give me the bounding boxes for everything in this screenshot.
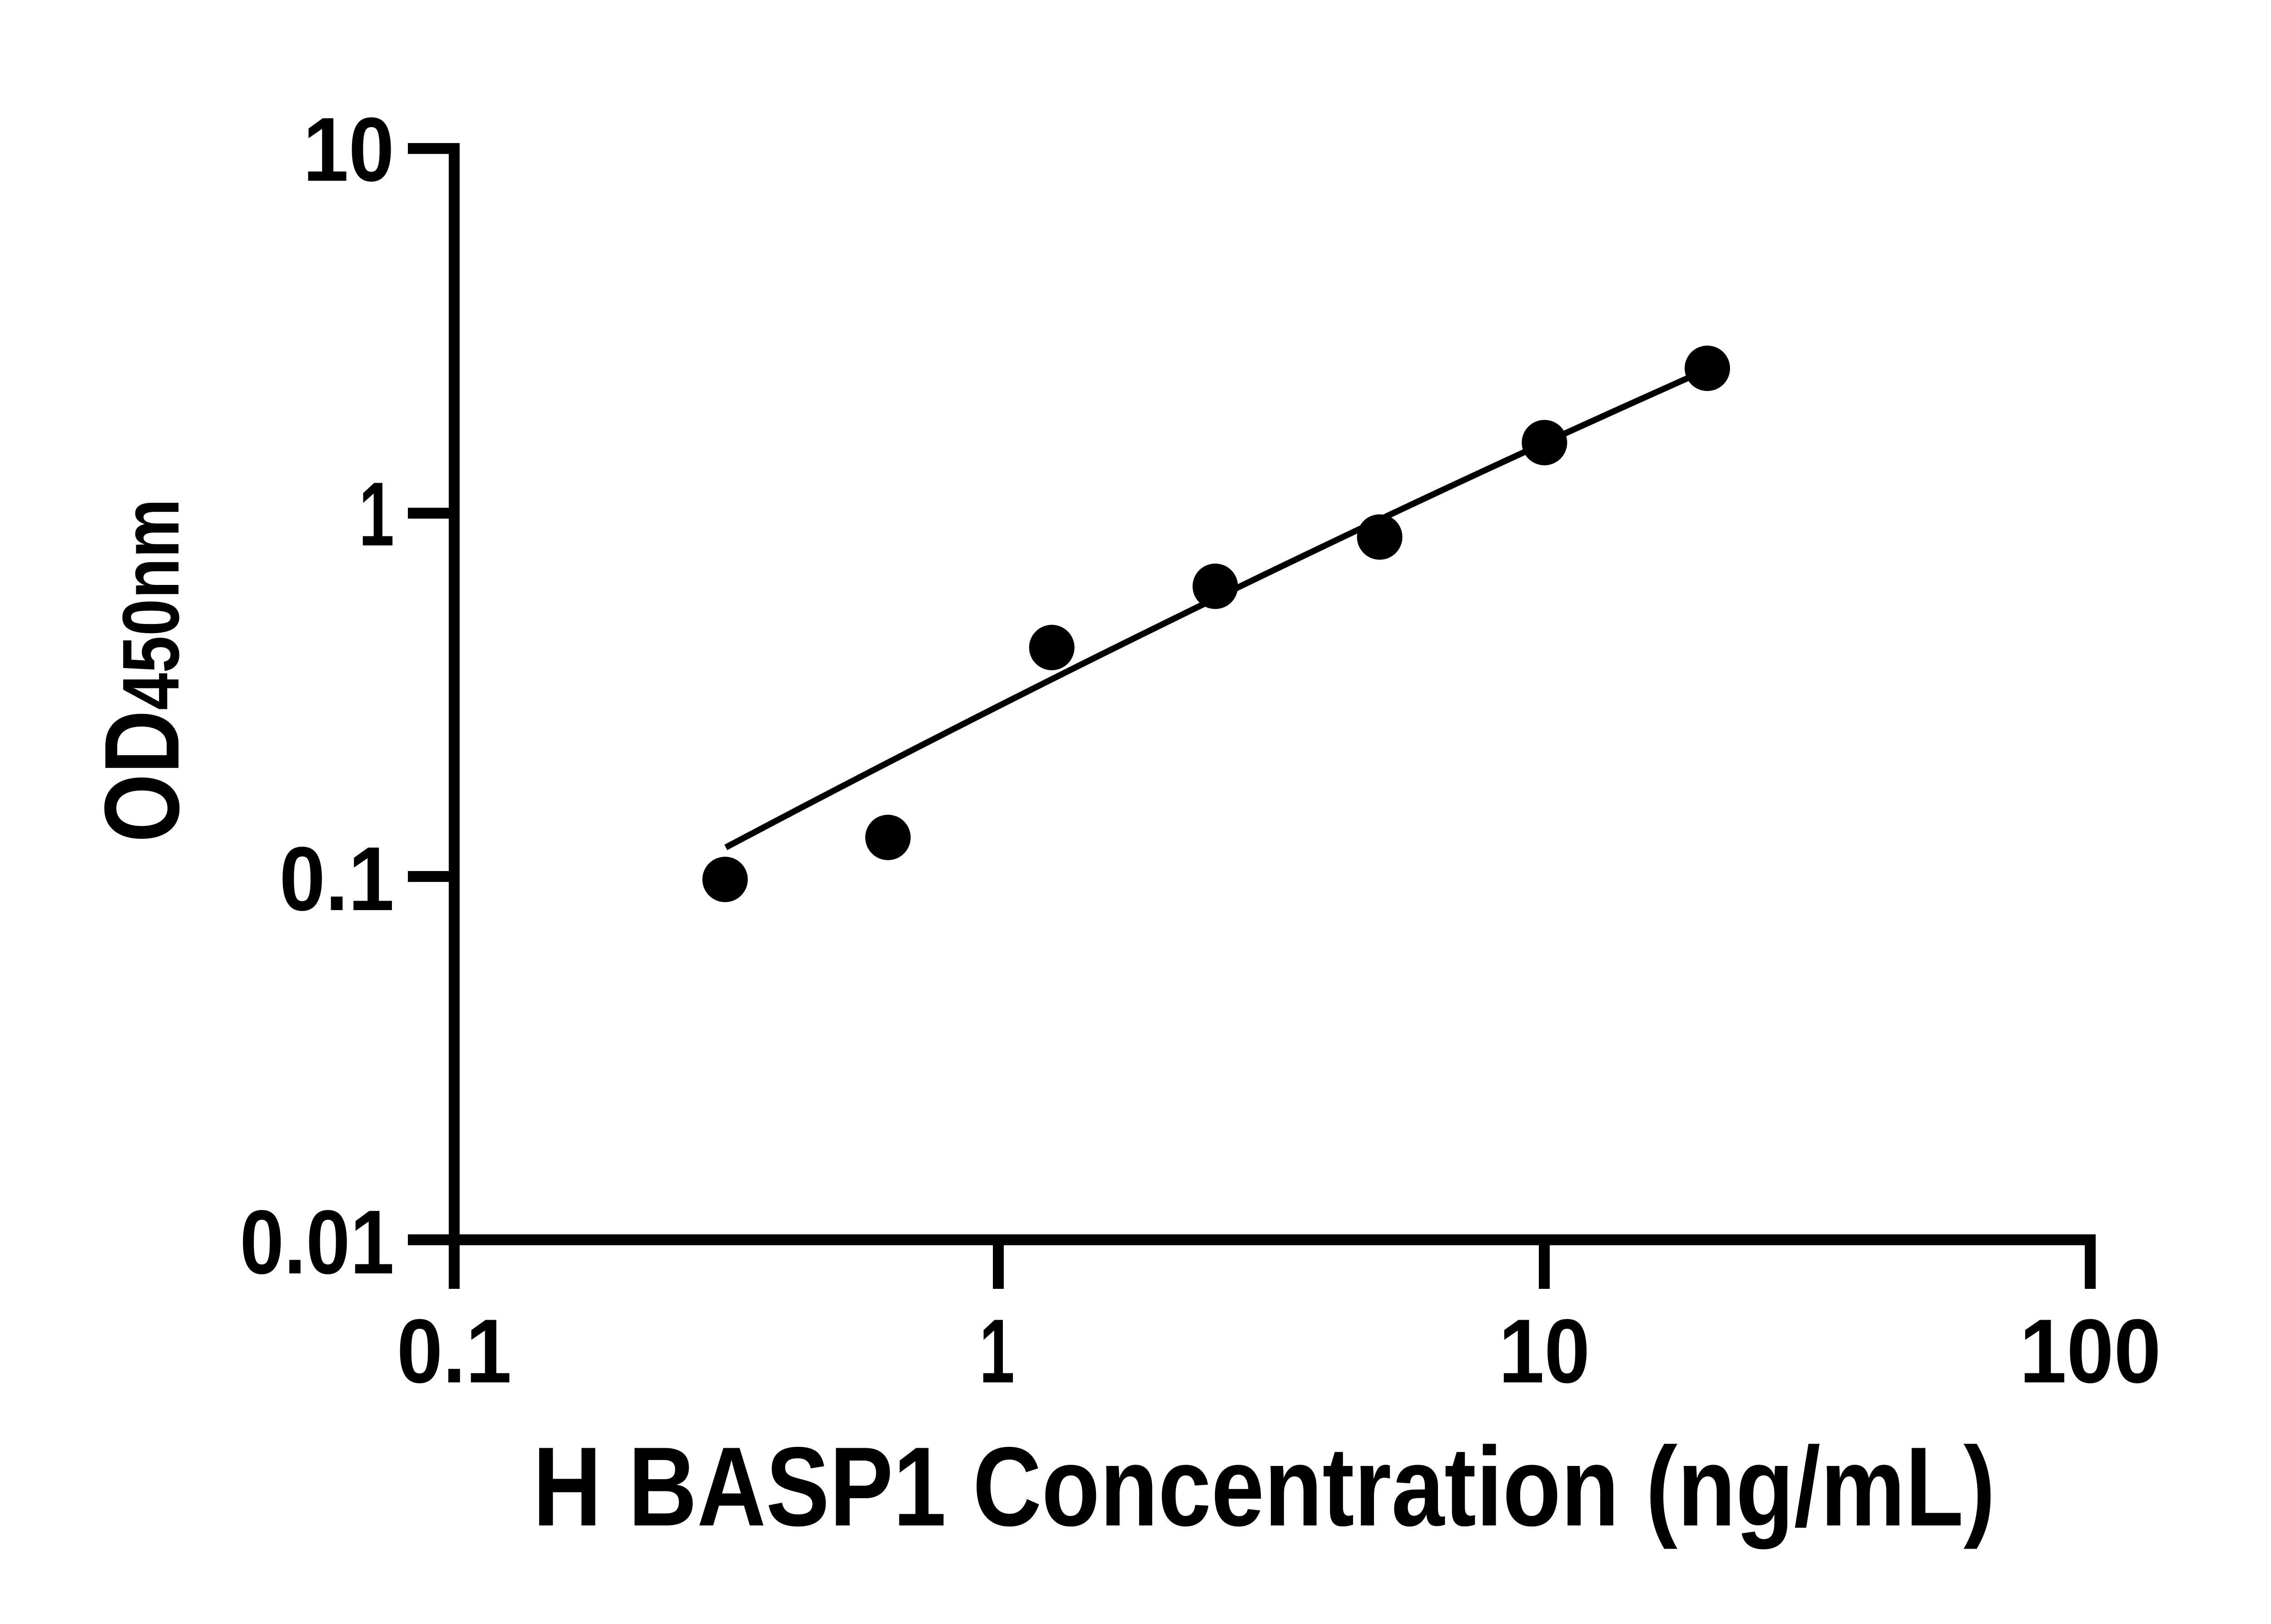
svg-text:0.1: 0.1 <box>397 1301 512 1402</box>
svg-text:0.1: 0.1 <box>279 828 394 930</box>
svg-text:1: 1 <box>359 464 394 565</box>
svg-text:100: 100 <box>2019 1301 2161 1402</box>
svg-text:10: 10 <box>303 99 394 200</box>
svg-text:H BASP1 Concentration (ng/mL): H BASP1 Concentration (ng/mL) <box>533 1423 1995 1550</box>
svg-text:10: 10 <box>1499 1301 1590 1402</box>
svg-text:0.01: 0.01 <box>240 1192 394 1293</box>
svg-text:1: 1 <box>979 1301 1015 1402</box>
